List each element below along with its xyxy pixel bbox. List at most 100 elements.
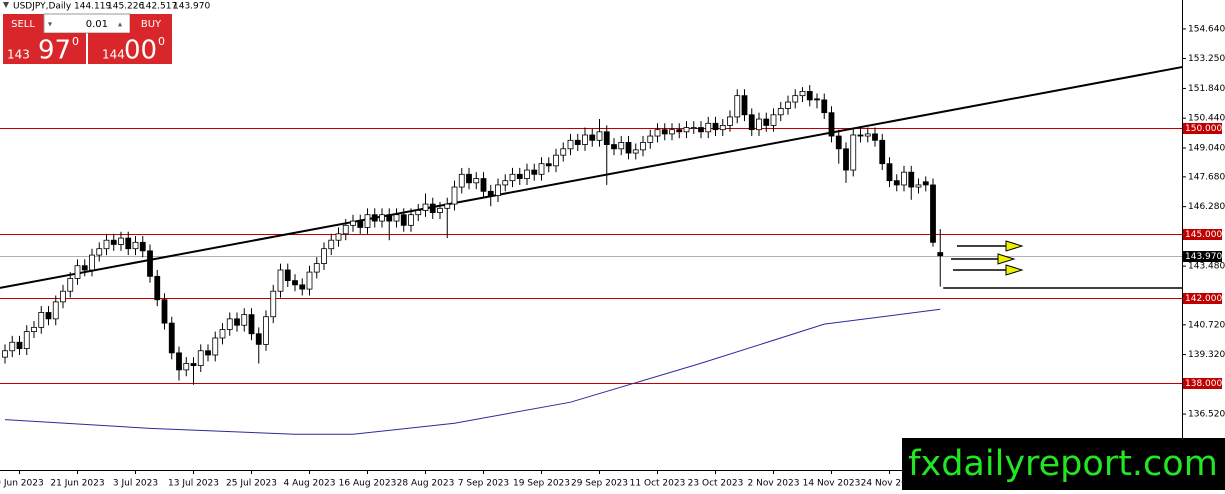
candle-body	[835, 135, 842, 150]
candle-body	[748, 114, 755, 131]
candle-body	[96, 248, 103, 256]
candle-body	[60, 290, 66, 303]
candle-body	[893, 180, 900, 186]
candle-body	[661, 129, 668, 135]
x-tick-label: 11 Oct 2023	[630, 479, 686, 489]
candle-body	[922, 181, 929, 186]
candle-body	[596, 131, 603, 141]
candle-body	[734, 95, 741, 118]
candle-body	[335, 233, 342, 241]
candle-body	[168, 322, 175, 354]
x-tick-label: 14 Nov 2023	[803, 479, 861, 489]
candle-body	[219, 329, 226, 339]
ohlc-close: 143.970	[173, 2, 210, 12]
candle-body	[241, 314, 248, 326]
x-tick-label: 21 Jun 2023	[50, 479, 104, 489]
ask-box[interactable]	[88, 33, 172, 64]
x-tick-label: 2 Nov 2023	[748, 479, 800, 489]
candle-body	[574, 139, 581, 145]
candle-body	[147, 250, 153, 277]
candle-body	[379, 214, 385, 222]
candle-body	[23, 331, 30, 350]
y-tick-label: 150.440	[1188, 114, 1225, 124]
candle-body	[234, 318, 240, 326]
candle-body	[81, 265, 88, 271]
y-tick-label: 153.250	[1188, 54, 1225, 64]
sell-button[interactable]	[3, 14, 44, 33]
candle-body	[785, 101, 791, 109]
watermark: fxdailyreport.com	[902, 438, 1225, 490]
candle-body	[292, 280, 298, 286]
candle-body	[603, 131, 610, 145]
x-tick-label: 4 Aug 2023	[284, 479, 336, 489]
trade-panel: SELL ▾ 0.01 ▴ BUY 143 97 0 144 00 0	[3, 13, 172, 66]
bid-big: 143	[7, 48, 30, 62]
x-tick-label: 29 Sep 2023	[571, 479, 628, 489]
candle-body	[284, 269, 291, 281]
candle-body	[9, 341, 16, 352]
candle-body	[422, 203, 429, 211]
candle-body	[306, 271, 313, 290]
candle-body	[538, 163, 545, 175]
candle-body	[125, 237, 132, 250]
moving-average	[4, 308, 941, 435]
candle-body	[690, 127, 697, 130]
candle-body	[110, 239, 117, 245]
header: USDJPY,Daily 144.119 145.226 142.517 143…	[3, 2, 210, 12]
candle-body	[640, 142, 646, 151]
candle-body	[89, 254, 95, 271]
x-tick-label: 13 Jul 2023	[168, 479, 219, 489]
candle-body	[618, 142, 625, 150]
candle-body	[698, 127, 704, 133]
candle-body	[429, 203, 436, 213]
candle-body	[756, 118, 762, 131]
candle-body	[45, 312, 52, 320]
candle-body	[451, 186, 458, 205]
level-label-box	[1183, 378, 1222, 389]
y-tick-label: 146.280	[1188, 202, 1225, 212]
candle-body	[647, 135, 654, 143]
level-label: 142.000	[1185, 294, 1222, 304]
candle-body	[777, 108, 784, 116]
buy-button[interactable]	[130, 14, 172, 33]
arrow-head	[997, 253, 1016, 265]
buy-label: BUY	[141, 19, 162, 30]
candle-body	[589, 134, 596, 141]
candle-body	[741, 95, 748, 116]
candle-body	[328, 239, 335, 250]
x-tick-label: 28 Aug 2023	[397, 479, 455, 489]
watermark-text: fxdailyreport.com	[908, 444, 1218, 484]
ohlc-low: 142.517	[140, 2, 177, 12]
candle-body	[183, 363, 190, 371]
lot-up: ▴	[118, 20, 122, 29]
bid-sup: 0	[72, 35, 79, 48]
candle-body	[350, 220, 356, 226]
candle-body	[437, 207, 443, 213]
x-tick-label: 3 Jul 2023	[113, 479, 158, 489]
candle-body	[248, 314, 255, 335]
candle-body	[313, 263, 320, 273]
bid-main: 97	[38, 36, 71, 66]
candle-body	[408, 214, 414, 226]
candle-body	[16, 341, 23, 350]
candle-body	[582, 134, 588, 145]
candle-body	[727, 116, 733, 126]
candle-body	[545, 163, 552, 167]
bid-box[interactable]	[3, 33, 86, 64]
candle-body	[263, 316, 269, 345]
candle-body	[930, 184, 936, 243]
candle-body	[553, 154, 559, 167]
candle-body	[806, 91, 813, 101]
lot-down: ▾	[48, 20, 52, 29]
candle-body	[567, 139, 574, 150]
candle-body	[495, 184, 501, 196]
x-tick-label: 16 Aug 2023	[339, 479, 397, 489]
candle-body	[901, 171, 907, 186]
x-tick-label: 25 Jul 2023	[226, 479, 277, 489]
candle-body	[38, 312, 45, 328]
candle-body	[705, 122, 712, 133]
ask-big: 144	[102, 48, 125, 62]
candle-body	[197, 350, 204, 367]
candle-body	[52, 301, 59, 320]
